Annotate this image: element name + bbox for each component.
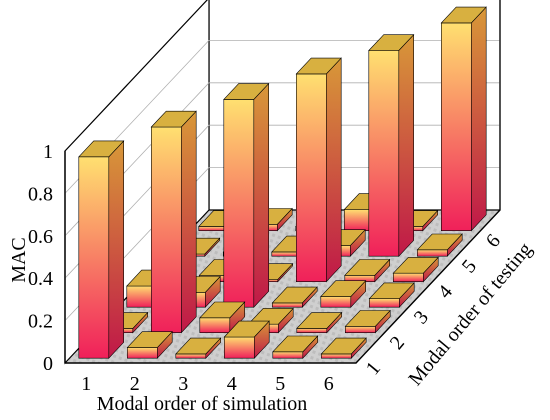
bar-top-face: [344, 259, 391, 276]
chart-axes: [64, 0, 501, 364]
bar-front-face: [416, 249, 448, 257]
bar-sim1-test1: [78, 140, 125, 359]
bar-sim5-test1: [272, 335, 319, 359]
bar-top-face: [126, 331, 173, 348]
bar-front-face: [344, 325, 376, 334]
bar-side-face: [253, 82, 270, 308]
x-tick-label: 6: [324, 373, 334, 395]
bar-front-face: [295, 73, 327, 283]
bar-front-face: [440, 22, 472, 231]
bar-sim6-test2: [344, 309, 391, 334]
bar-front-face: [368, 298, 400, 308]
z-tick-label: 0.2: [28, 311, 53, 333]
bar-top-face: [295, 57, 342, 75]
bar-side-face: [398, 33, 415, 257]
bar-front-face: [368, 50, 400, 257]
y-tick-label: 3: [410, 307, 433, 329]
bar-top-face: [78, 140, 125, 158]
bar-top-face: [440, 6, 487, 24]
bar-side-face: [470, 6, 487, 232]
bar-top-face: [223, 83, 270, 100]
y-tick-label: 2: [386, 332, 409, 354]
bar-front-face: [296, 328, 328, 334]
bar-sim6-test1: [320, 337, 367, 359]
bar-top-face: [320, 337, 367, 355]
bar-sim6-test5: [416, 233, 463, 257]
bar-top-face: [368, 34, 415, 51]
bar-front-face: [272, 351, 304, 359]
bar-sim6-test6: [440, 6, 487, 232]
bar-sim2-test1: [126, 330, 173, 359]
bar-top-face: [392, 257, 439, 274]
bar-front-face: [175, 353, 207, 359]
bar-front-face: [224, 336, 255, 359]
bar-side-face: [325, 57, 342, 283]
x-tick-label: 3: [178, 373, 188, 395]
bar-sim2-test2: [150, 110, 197, 334]
bar-top-face: [320, 280, 367, 297]
bar-front-face: [271, 302, 303, 308]
z-tick-label: 0.8: [28, 183, 53, 205]
bar-top-face: [368, 282, 415, 300]
bar-top-face: [150, 110, 197, 128]
bar-top-face: [296, 312, 343, 329]
bar-front-face: [151, 126, 182, 334]
x-axis-title: Modal order of simulation: [97, 393, 308, 415]
bar-top-face: [271, 286, 318, 304]
y-tick-label: 1: [362, 358, 385, 380]
floor-edge: [65, 209, 501, 364]
bar-front-face: [320, 296, 352, 308]
bar-top-face: [416, 233, 463, 251]
bar-sim5-test2: [296, 311, 343, 334]
chart-bars: [78, 6, 487, 359]
bar-top-face: [175, 337, 222, 355]
bar-front-face: [127, 347, 158, 359]
bar-sim5-test3: [320, 279, 367, 308]
bar-top-face: [199, 301, 246, 319]
bar-front-face: [199, 317, 231, 334]
z-axis-title: MAC: [8, 237, 30, 283]
x-tick-label: 2: [130, 373, 140, 395]
z-tick-label: 0: [43, 353, 53, 375]
y-tick-label: 6: [482, 230, 505, 252]
bar-sim4-test1: [223, 320, 270, 359]
y-tick-label: 4: [434, 281, 457, 303]
x-tick-label: 4: [227, 373, 237, 395]
x-tick-label: 1: [81, 373, 91, 395]
bar-sim4-test4: [295, 57, 342, 283]
bar-sim5-test5: [368, 33, 415, 257]
z-tick-label: 0.6: [28, 226, 53, 248]
bar-sim4-test3: [271, 286, 318, 308]
bar-front-face: [392, 272, 424, 283]
bar-top-face: [272, 335, 319, 353]
y-tick-label: 5: [458, 256, 481, 278]
bar-top-face: [344, 310, 391, 327]
x-tick-label: 5: [275, 373, 285, 395]
bar-sim6-test3: [368, 282, 415, 308]
z-tick-label: 0.4: [28, 268, 53, 290]
bar-front-face: [320, 353, 352, 359]
bar-sim3-test2: [199, 301, 246, 334]
bar-side-face: [181, 110, 197, 334]
z-tick-label: 1: [43, 141, 53, 163]
bar-sim5-test4: [344, 258, 391, 283]
bar-side-face: [108, 140, 124, 359]
bar-sim3-test1: [175, 337, 222, 359]
bar-sim3-test3: [223, 82, 270, 308]
bar-front-face: [78, 156, 110, 359]
bar-top-face: [223, 320, 270, 338]
bar-sim6-test4: [392, 256, 439, 283]
bar-front-face: [223, 99, 255, 308]
